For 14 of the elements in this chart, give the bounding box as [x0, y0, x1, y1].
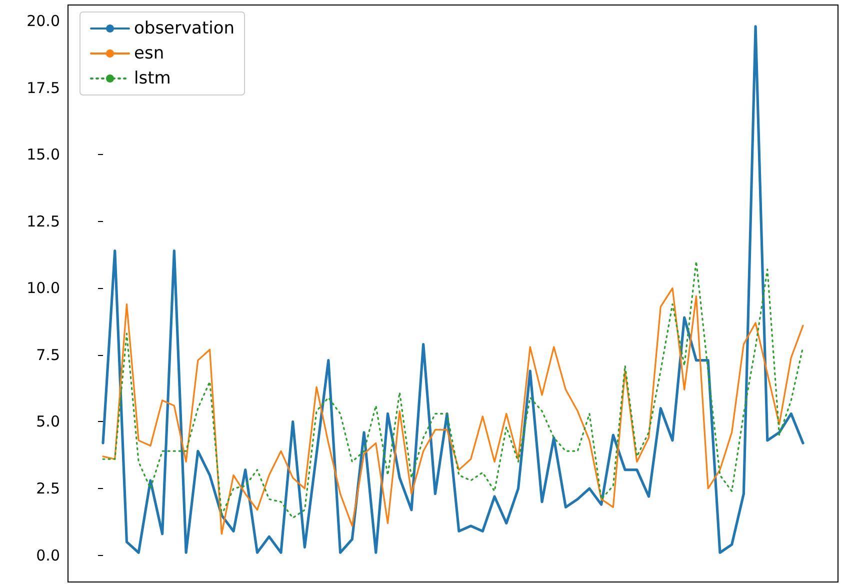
legend-label: esn	[134, 44, 164, 64]
y-tick-label: 15.0	[26, 146, 60, 164]
y-tick-label: 5.0	[36, 412, 60, 431]
y-tick-label: 7.5	[36, 346, 60, 364]
y-tick-label: 17.5	[26, 78, 60, 97]
y-tick-label: 10.0	[26, 279, 60, 298]
line-series	[102, 287, 804, 535]
y-tick-label: 0.0	[36, 546, 60, 564]
legend-label: lstm	[134, 68, 171, 88]
line-series	[102, 260, 804, 519]
y-tick-label: 12.5	[26, 212, 60, 230]
y-tick-label: 20.0	[26, 12, 60, 30]
legend-label: observation	[134, 18, 235, 38]
y-tick-label: 2.5	[36, 480, 60, 498]
